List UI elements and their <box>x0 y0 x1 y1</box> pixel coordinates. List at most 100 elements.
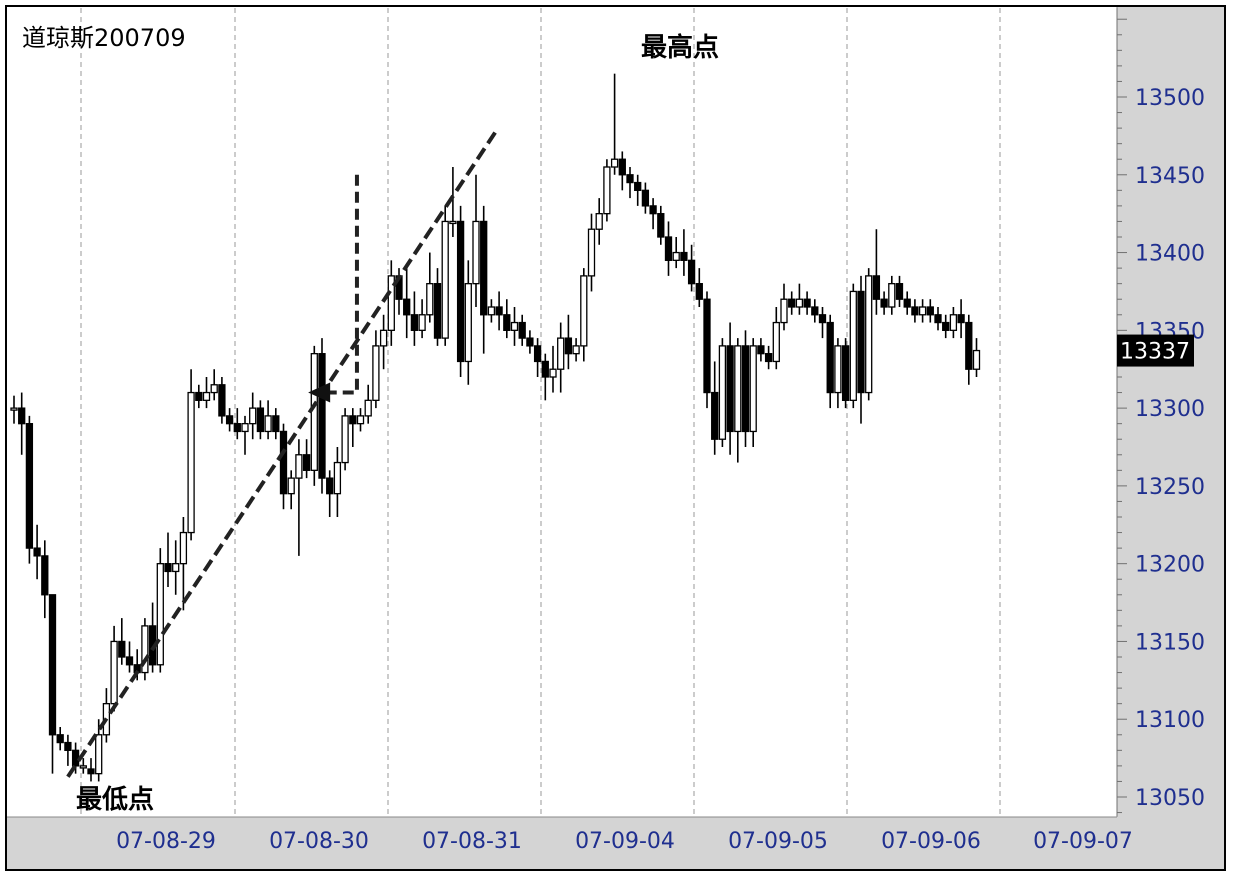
candle <box>472 174 480 307</box>
candle <box>972 338 981 377</box>
candle <box>202 377 211 409</box>
x-tick-label: 07-08-29 <box>116 829 216 854</box>
candle <box>657 205 665 245</box>
candle <box>387 260 395 346</box>
y-tick-label: 13450 <box>1135 164 1205 189</box>
candle <box>795 283 804 315</box>
x-axis: 07-08-29 07-08-30 07-08-31 07-09-04 07-09-05… <box>116 829 1133 854</box>
y-tick-label: 13400 <box>1135 242 1205 267</box>
x-tick-label: 07-09-07 <box>1033 829 1133 854</box>
chart-title: 道琼斯200709 <box>22 24 186 52</box>
candle <box>726 322 734 455</box>
candle <box>195 384 203 409</box>
candle <box>318 338 326 494</box>
last-price-value: 13337 <box>1120 340 1190 365</box>
candle <box>95 719 103 782</box>
candle <box>834 338 842 409</box>
candle <box>911 299 919 323</box>
candle <box>487 299 496 323</box>
candle <box>610 73 619 175</box>
candle <box>256 400 265 440</box>
candle <box>718 338 727 447</box>
y-tick-label: 13300 <box>1135 397 1205 422</box>
y-tick-label: 13100 <box>1135 708 1205 733</box>
candle <box>410 291 419 346</box>
candle <box>10 395 18 424</box>
candle <box>426 252 434 323</box>
candle <box>603 159 611 222</box>
candle <box>241 415 249 455</box>
candle <box>918 299 927 323</box>
candle <box>626 167 634 199</box>
candle <box>595 198 603 245</box>
candle <box>249 392 257 440</box>
candle <box>672 237 680 269</box>
candle <box>780 283 788 331</box>
candle <box>580 268 588 362</box>
y-tick-label: 13200 <box>1135 553 1205 578</box>
candle <box>295 439 303 556</box>
y-axis-panel <box>1117 7 1224 817</box>
candlestick-series <box>10 73 981 782</box>
candle <box>818 307 827 339</box>
candle <box>695 268 703 307</box>
lowest-point-label: 最低点 <box>76 784 154 815</box>
candle <box>118 618 126 665</box>
candle <box>326 470 334 517</box>
candle <box>764 345 773 370</box>
candle <box>942 314 950 339</box>
candle <box>772 307 780 370</box>
candle <box>364 384 372 424</box>
candle <box>495 291 503 331</box>
candle <box>79 758 87 774</box>
retracement-line <box>326 174 359 395</box>
candle <box>279 423 288 510</box>
trendline <box>66 130 498 778</box>
candle <box>341 408 349 471</box>
candle <box>557 322 565 393</box>
candle <box>564 314 573 370</box>
candle <box>926 299 934 323</box>
candle <box>302 439 311 479</box>
candle <box>349 408 357 447</box>
y-tick-label: 13050 <box>1135 786 1205 811</box>
arrow-head-icon <box>308 382 331 403</box>
candle <box>841 338 850 409</box>
candle <box>826 314 834 409</box>
annotation-overlays <box>66 130 498 778</box>
candle <box>880 291 888 315</box>
candle <box>164 532 172 587</box>
candle <box>957 299 965 339</box>
candle <box>680 229 688 276</box>
candle <box>711 361 719 455</box>
x-tick-label: 07-09-05 <box>728 829 828 854</box>
candle <box>433 268 442 346</box>
candle <box>872 229 881 315</box>
candle <box>87 758 95 782</box>
candle <box>634 174 642 206</box>
candle <box>25 415 34 564</box>
candle <box>125 641 134 673</box>
candle <box>64 734 72 766</box>
candle <box>356 408 365 432</box>
x-tick-label: 07-09-04 <box>575 829 675 854</box>
candle <box>518 314 526 346</box>
candle <box>757 338 765 362</box>
candle <box>811 299 819 323</box>
candle <box>788 291 796 315</box>
candle <box>56 727 64 751</box>
candle <box>888 275 896 315</box>
candle <box>456 205 465 377</box>
candle <box>749 338 757 447</box>
candle <box>803 291 811 315</box>
candle <box>503 299 511 339</box>
candle <box>48 594 57 774</box>
candle <box>541 353 549 401</box>
candle <box>287 470 295 510</box>
candle <box>464 260 472 385</box>
candle <box>734 338 742 463</box>
candle <box>372 330 380 409</box>
chart-border <box>5 5 1226 871</box>
candle <box>587 213 596 292</box>
candle <box>441 205 449 346</box>
